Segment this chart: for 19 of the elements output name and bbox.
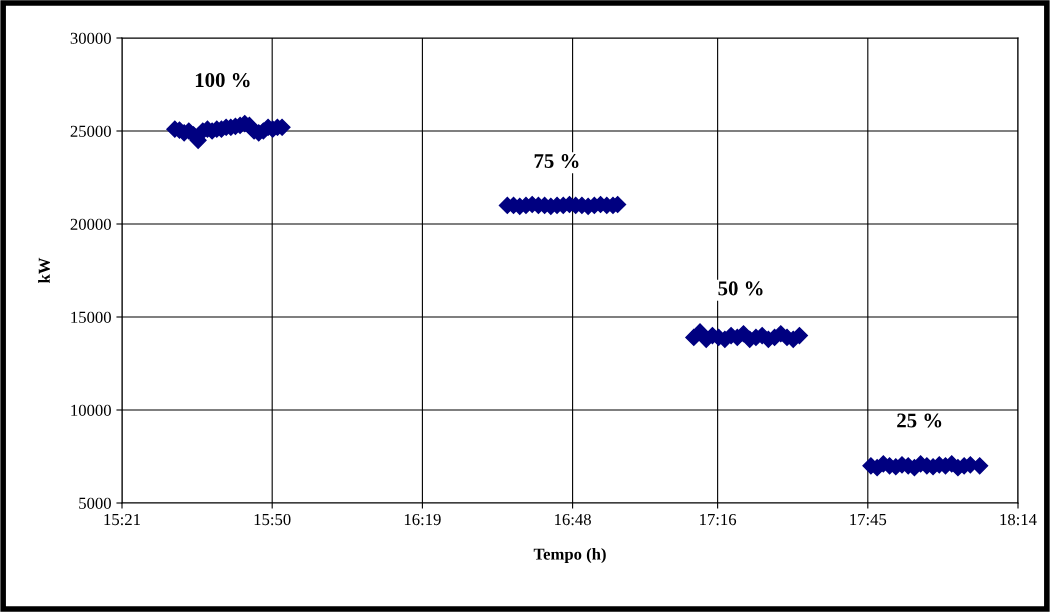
annotation: 50 %: [718, 281, 763, 296]
y-tick-label: 10000: [71, 404, 111, 416]
annotation: 75 %: [534, 153, 579, 169]
annotation: 100 %: [195, 73, 250, 88]
x-tick-label: 18:14: [1000, 513, 1037, 526]
x-tick-label: 16:19: [404, 513, 441, 526]
x-tick-label: 15:21: [104, 513, 140, 526]
y-tick-label: 15000: [71, 311, 111, 323]
x-tick-label: 17:45: [850, 513, 887, 526]
annotation: 25 %: [897, 413, 942, 428]
x-tick-label: 15:50: [254, 513, 291, 526]
x-tick-label: 16:48: [555, 513, 591, 526]
y-tick-label: 5000: [79, 497, 111, 509]
y-tick-label: 25000: [70, 125, 111, 137]
x-tick-label: 17:16: [700, 513, 737, 526]
y-tick-label: 20000: [70, 218, 111, 230]
x-axis-title: Tempo (h): [533, 547, 606, 564]
y-tick-label: 30000: [70, 32, 111, 44]
y-axis-title: kW: [38, 257, 50, 284]
